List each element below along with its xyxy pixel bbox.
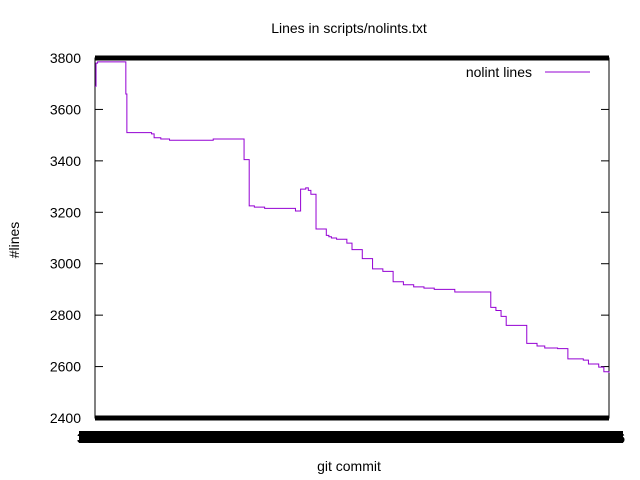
y-tick-label: 2800 xyxy=(50,307,81,323)
series-line xyxy=(95,61,610,373)
chart-title: Lines in scripts/nolints.txt xyxy=(271,20,427,36)
y-tick-label: 2400 xyxy=(50,410,81,426)
y-tick-label: 2600 xyxy=(50,359,81,375)
y-tick-label: 3200 xyxy=(50,204,81,220)
legend: nolint lines xyxy=(466,64,590,80)
x-tick-label-last: 6 xyxy=(617,430,625,446)
x-axis-label: git commit xyxy=(317,458,381,474)
x-tick-label-band xyxy=(79,431,623,443)
y-tick-label: 3800 xyxy=(50,50,81,66)
y-axis-label: #lines xyxy=(6,222,22,259)
y-tick-label: 3000 xyxy=(50,256,81,272)
y-tick-label: 3600 xyxy=(50,101,81,117)
legend-label: nolint lines xyxy=(466,64,532,80)
x-tick-label-first: 3 xyxy=(77,430,85,446)
plot-area xyxy=(94,57,610,419)
y-tick-label: 3400 xyxy=(50,153,81,169)
